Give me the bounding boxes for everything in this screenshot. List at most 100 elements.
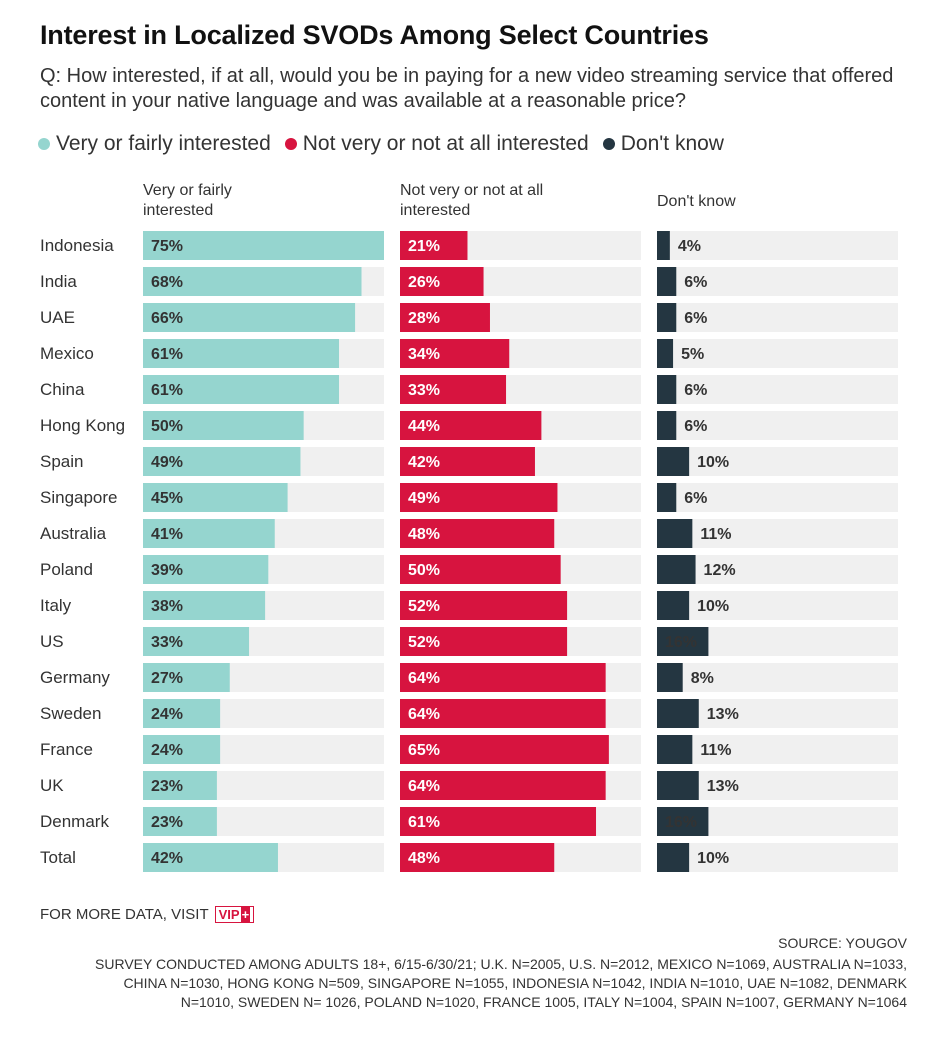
data-label: 52% <box>408 598 440 615</box>
data-label: 34% <box>408 346 440 363</box>
category-label-indonesia: Indonesia <box>40 236 114 255</box>
data-label: 24% <box>151 706 183 723</box>
bar-not-very-or-not-at-all-interested <box>400 771 606 800</box>
legend-label-dont-know: Don't know <box>620 132 724 155</box>
chart-title: Interest in Localized SVODs Among Select… <box>40 20 709 50</box>
bar-track <box>657 375 898 404</box>
category-label-germany: Germany <box>40 668 110 687</box>
bar-track <box>657 843 898 872</box>
column-header-very-or-fairly-interested: Very or fairly interested <box>143 182 232 219</box>
bar-track <box>657 411 898 440</box>
bar-track <box>657 483 898 512</box>
bar-don-t-know <box>657 519 693 548</box>
data-label: 33% <box>408 382 440 399</box>
bar-track <box>657 591 898 620</box>
bar-track <box>657 267 898 296</box>
footer-visit: FOR MORE DATA, VISIT VIP + <box>40 906 255 923</box>
survey-notes: SURVEY CONDUCTED AMONG ADULTS 18+, 6/15-… <box>95 956 907 1010</box>
category-label-hong-kong: Hong Kong <box>40 416 125 435</box>
category-label-singapore: Singapore <box>40 488 118 507</box>
data-label: 48% <box>408 850 440 867</box>
bar-don-t-know <box>657 699 699 728</box>
bar-track <box>657 519 898 548</box>
data-label: 66% <box>151 310 183 327</box>
data-label: 49% <box>408 490 440 507</box>
bar-track <box>657 663 898 692</box>
bar-very-or-fairly-interested <box>143 591 266 620</box>
bar-very-or-fairly-interested <box>143 411 304 440</box>
bar-track <box>657 555 898 584</box>
data-label: 11% <box>700 526 731 543</box>
bar-not-very-or-not-at-all-interested <box>400 627 568 656</box>
data-label: 26% <box>408 274 440 291</box>
bar-very-or-fairly-interested <box>143 735 221 764</box>
bar-don-t-know <box>657 735 693 764</box>
data-label: 65% <box>408 742 440 759</box>
data-label: 50% <box>151 418 183 435</box>
bar-very-or-fairly-interested <box>143 771 217 800</box>
bar-not-very-or-not-at-all-interested <box>400 339 510 368</box>
data-label: 6% <box>684 274 707 291</box>
data-label: 6% <box>684 310 707 327</box>
data-label: 6% <box>684 490 707 507</box>
bar-don-t-know <box>657 771 699 800</box>
bar-track <box>657 303 898 332</box>
data-label: 16% <box>665 814 697 831</box>
data-label: 11% <box>700 742 731 759</box>
bar-don-t-know <box>657 555 696 584</box>
bar-very-or-fairly-interested <box>143 447 301 476</box>
data-label: 64% <box>408 670 440 687</box>
bar-very-or-fairly-interested <box>143 267 362 296</box>
data-label: 6% <box>684 418 707 435</box>
vip-plus-logo[interactable]: VIP + <box>214 906 255 923</box>
data-label: 8% <box>691 670 714 687</box>
bar-not-very-or-not-at-all-interested <box>400 231 468 260</box>
legend-item-not-interested: Not very or not at all interested <box>284 132 589 156</box>
legend-label-not-interested: Not very or not at all interested <box>302 132 589 155</box>
category-label-india: India <box>40 272 77 291</box>
bar-very-or-fairly-interested <box>143 231 384 260</box>
data-label: 10% <box>697 850 729 867</box>
category-label-uk: UK <box>40 776 64 795</box>
category-label-spain: Spain <box>40 452 83 471</box>
column-header-don-t-know: Don't know <box>657 193 736 210</box>
legend-swatch-dont-know <box>602 138 615 150</box>
legend: Very or fairly interested Not very or no… <box>38 132 738 156</box>
category-label-denmark: Denmark <box>40 812 109 831</box>
data-label: 64% <box>408 706 440 723</box>
data-label: 52% <box>408 634 440 651</box>
data-label: 44% <box>408 418 440 435</box>
bar-don-t-know <box>657 267 677 296</box>
data-label: 75% <box>151 238 183 255</box>
data-label: 42% <box>408 454 440 471</box>
bar-don-t-know <box>657 375 677 404</box>
data-label: 6% <box>684 382 707 399</box>
bar-not-very-or-not-at-all-interested <box>400 447 535 476</box>
data-label: 10% <box>697 598 729 615</box>
footer-visit-label: FOR MORE DATA, VISIT <box>40 906 209 923</box>
bar-very-or-fairly-interested <box>143 303 356 332</box>
category-label-china: China <box>40 380 85 399</box>
data-label: 61% <box>408 814 440 831</box>
bar-track <box>657 231 898 260</box>
bar-don-t-know <box>657 663 683 692</box>
bar-don-t-know <box>657 591 690 620</box>
data-label: 28% <box>408 310 440 327</box>
bar-not-very-or-not-at-all-interested <box>400 591 568 620</box>
category-label-australia: Australia <box>40 524 107 543</box>
bar-track <box>657 339 898 368</box>
bar-not-very-or-not-at-all-interested <box>400 663 606 692</box>
data-label: 23% <box>151 814 183 831</box>
bar-not-very-or-not-at-all-interested <box>400 555 561 584</box>
source-note: SOURCE: YOUGOV <box>778 935 907 951</box>
data-label: 4% <box>678 238 701 255</box>
data-label: 42% <box>151 850 183 867</box>
bar-very-or-fairly-interested <box>143 555 269 584</box>
bar-don-t-know <box>657 303 677 332</box>
legend-item-interested: Very or fairly interested <box>38 132 271 156</box>
data-label: 39% <box>151 562 183 579</box>
category-label-sweden: Sweden <box>40 704 101 723</box>
bar-very-or-fairly-interested <box>143 843 278 872</box>
bar-very-or-fairly-interested <box>143 807 217 836</box>
category-label-italy: Italy <box>40 596 72 615</box>
